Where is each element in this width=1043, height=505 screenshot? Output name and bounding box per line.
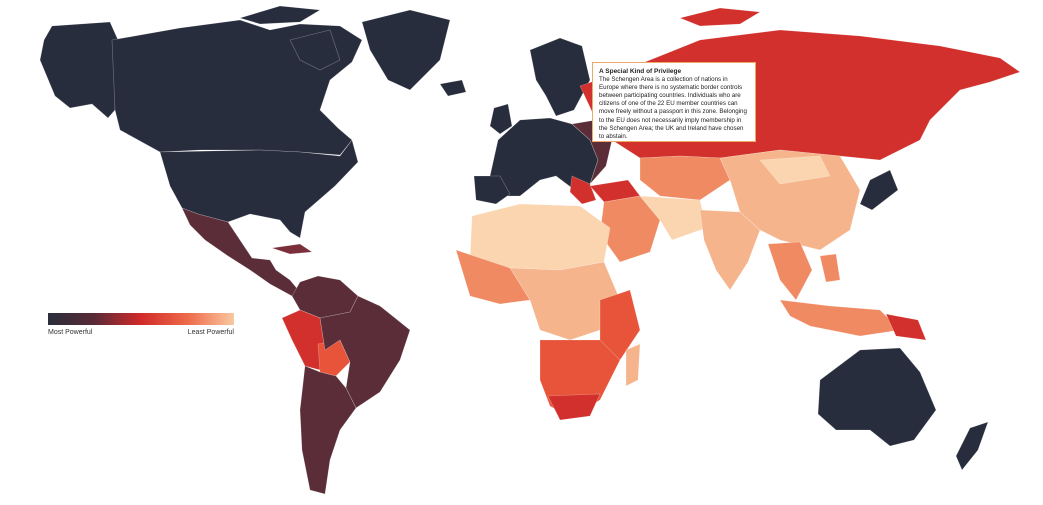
- region-west-africa: [455, 249, 531, 305]
- region-central-asia: [639, 155, 731, 201]
- region-iberia: [473, 175, 511, 205]
- region-balkans: [569, 175, 597, 205]
- region-canadian-arctic: [238, 5, 321, 25]
- region-uk: [489, 103, 513, 135]
- region-mexico: [181, 207, 301, 297]
- region-iceland: [439, 79, 467, 97]
- region-iran-afghanistan: [639, 195, 707, 241]
- infobox-body: The Schengen Area is a collection of nat…: [599, 76, 747, 140]
- legend-labels: Most Powerful Least Powerful: [48, 329, 234, 336]
- region-japan: [859, 169, 899, 211]
- region-usa: [159, 139, 359, 239]
- infobox-title: A Special Kind of Privilege: [599, 68, 682, 75]
- region-ecuador-peru: [281, 309, 326, 371]
- region-alaska: [39, 21, 119, 119]
- region-scandinavia: [529, 37, 591, 117]
- region-philippines: [819, 253, 841, 283]
- region-mongolia: [759, 155, 831, 185]
- legend-label-most-powerful: Most Powerful: [48, 329, 93, 336]
- region-indonesia: [779, 299, 901, 337]
- region-south-africa: [547, 393, 601, 421]
- region-papua: [885, 313, 927, 341]
- legend-gradient-bar: [48, 313, 234, 325]
- region-north-africa: [469, 203, 611, 271]
- region-cuba: [271, 243, 313, 255]
- region-australia: [817, 347, 937, 447]
- legend-label-least-powerful: Least Powerful: [187, 329, 234, 336]
- region-india: [699, 209, 761, 291]
- region-chile-argentina: [299, 365, 357, 495]
- legend: Most Powerful Least Powerful: [48, 313, 234, 336]
- schengen-info-box: A Special Kind of Privilege The Schengen…: [592, 62, 756, 142]
- region-brazil: [319, 295, 411, 409]
- region-new-zealand: [955, 421, 989, 471]
- region-greenland: [361, 9, 451, 91]
- region-southeast-asia: [767, 241, 813, 301]
- region-madagascar: [625, 343, 641, 387]
- region-baffin: [289, 29, 341, 71]
- region-russia-north: [679, 7, 761, 27]
